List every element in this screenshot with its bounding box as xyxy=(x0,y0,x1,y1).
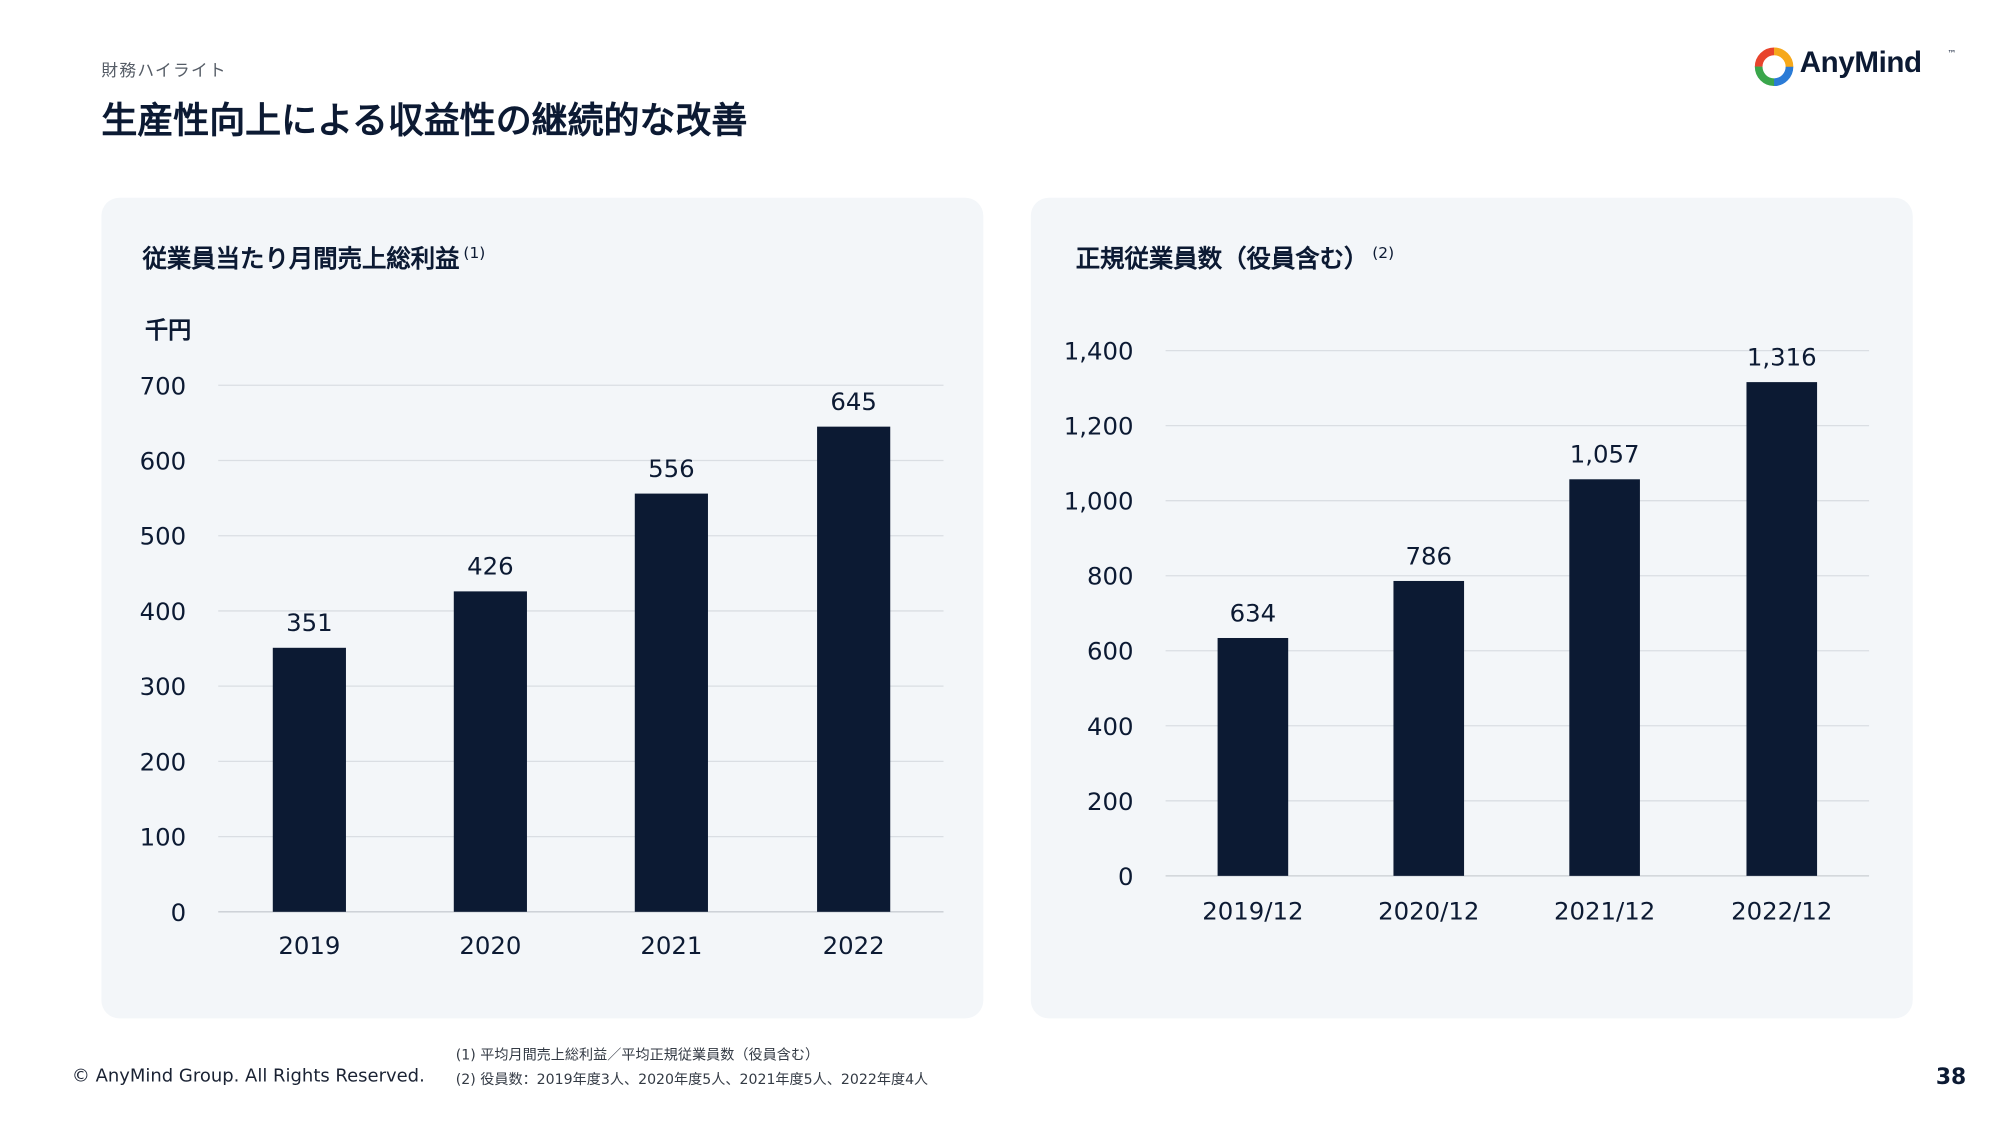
y-tick-label: 0 xyxy=(1118,862,1134,891)
footnote-2: (2) 役員数：2019年度3人、2020年度5人、2021年度5人、2022年… xyxy=(455,1071,929,1088)
y-tick-label: 600 xyxy=(140,446,187,475)
y-tick-label: 1,400 xyxy=(1064,337,1134,366)
x-tick-label: 2021/12 xyxy=(1554,897,1655,926)
y-tick-label: 400 xyxy=(1087,712,1134,741)
x-tick-label: 2020 xyxy=(459,931,521,960)
bar-chart-gross-profit: 0 100 200 300 400 500 600 700 351 2019 426 2020 556 2… xyxy=(140,371,944,960)
page-number: 38 xyxy=(1935,1064,1967,1091)
y-axis-unit: 千円 xyxy=(145,317,192,345)
y-tick-label: 800 xyxy=(1087,562,1134,591)
chart-title-text: 従業員当たり月間売上総利益 xyxy=(142,245,460,274)
y-tick-label: 100 xyxy=(140,823,187,852)
bar xyxy=(817,426,891,912)
x-tick-label: 2022 xyxy=(823,931,885,960)
chart-title-note: (2) xyxy=(1372,243,1395,262)
x-tick-label: 2019 xyxy=(278,931,340,960)
footnote-1: (1) 平均月間売上総利益／平均正規従業員数（役員含む） xyxy=(455,1046,820,1064)
y-tick-label: 300 xyxy=(140,672,187,701)
y-tick-label: 200 xyxy=(1087,787,1134,816)
data-label: 1,316 xyxy=(1747,342,1817,371)
y-tick-label: 500 xyxy=(140,522,187,551)
y-tick-label: 200 xyxy=(140,747,187,776)
y-tick-label: 1,000 xyxy=(1064,487,1134,516)
x-tick-label: 2019/12 xyxy=(1202,897,1303,926)
section-label: 財務ハイライト xyxy=(101,61,227,81)
data-label: 426 xyxy=(467,552,514,581)
logo-trademark: ™ xyxy=(1947,48,1957,60)
y-tick-label: 400 xyxy=(140,597,187,626)
bar xyxy=(634,493,708,912)
copyright: © AnyMind Group. All Rights Reserved. xyxy=(71,1065,425,1087)
bar xyxy=(453,591,527,912)
data-label: 351 xyxy=(286,608,333,637)
bar-chart-employees: 0 200 400 600 800 1,000 1,200 1,400 634 2019/12 78… xyxy=(1064,337,1870,926)
y-tick-label: 600 xyxy=(1087,637,1134,666)
chart-title-note: (1) xyxy=(463,243,486,262)
page-title: 生産性向上による収益性の継続的な改善 xyxy=(101,98,748,142)
y-tick-label: 700 xyxy=(140,371,187,400)
anymind-logo: AnyMind ™ xyxy=(1754,44,1959,90)
chart-title-gross-profit: 従業員当たり月間売上総利益 (1) xyxy=(142,240,485,275)
x-tick-label: 2022/12 xyxy=(1731,897,1832,926)
chart-title-employees: 正規従業員数（役員含む） (2) xyxy=(1076,240,1394,275)
logo-wordmark: AnyMind xyxy=(1799,44,1922,79)
y-tick-label: 0 xyxy=(171,898,187,927)
bar xyxy=(1217,637,1289,876)
y-tick-label: 1,200 xyxy=(1064,412,1134,441)
anymind-logo-mark-icon xyxy=(1754,47,1794,87)
data-label: 556 xyxy=(648,454,695,483)
chart-title-text: 正規従業員数（役員含む） xyxy=(1075,245,1369,274)
data-label: 634 xyxy=(1230,598,1277,627)
bar xyxy=(1746,382,1818,876)
data-label: 786 xyxy=(1405,541,1452,570)
x-tick-label: 2021 xyxy=(640,931,702,960)
data-label: 645 xyxy=(830,387,877,416)
bar xyxy=(1393,580,1465,876)
x-tick-label: 2020/12 xyxy=(1378,897,1479,926)
data-label: 1,057 xyxy=(1570,440,1640,469)
bar xyxy=(272,647,346,912)
bar xyxy=(1569,479,1640,876)
